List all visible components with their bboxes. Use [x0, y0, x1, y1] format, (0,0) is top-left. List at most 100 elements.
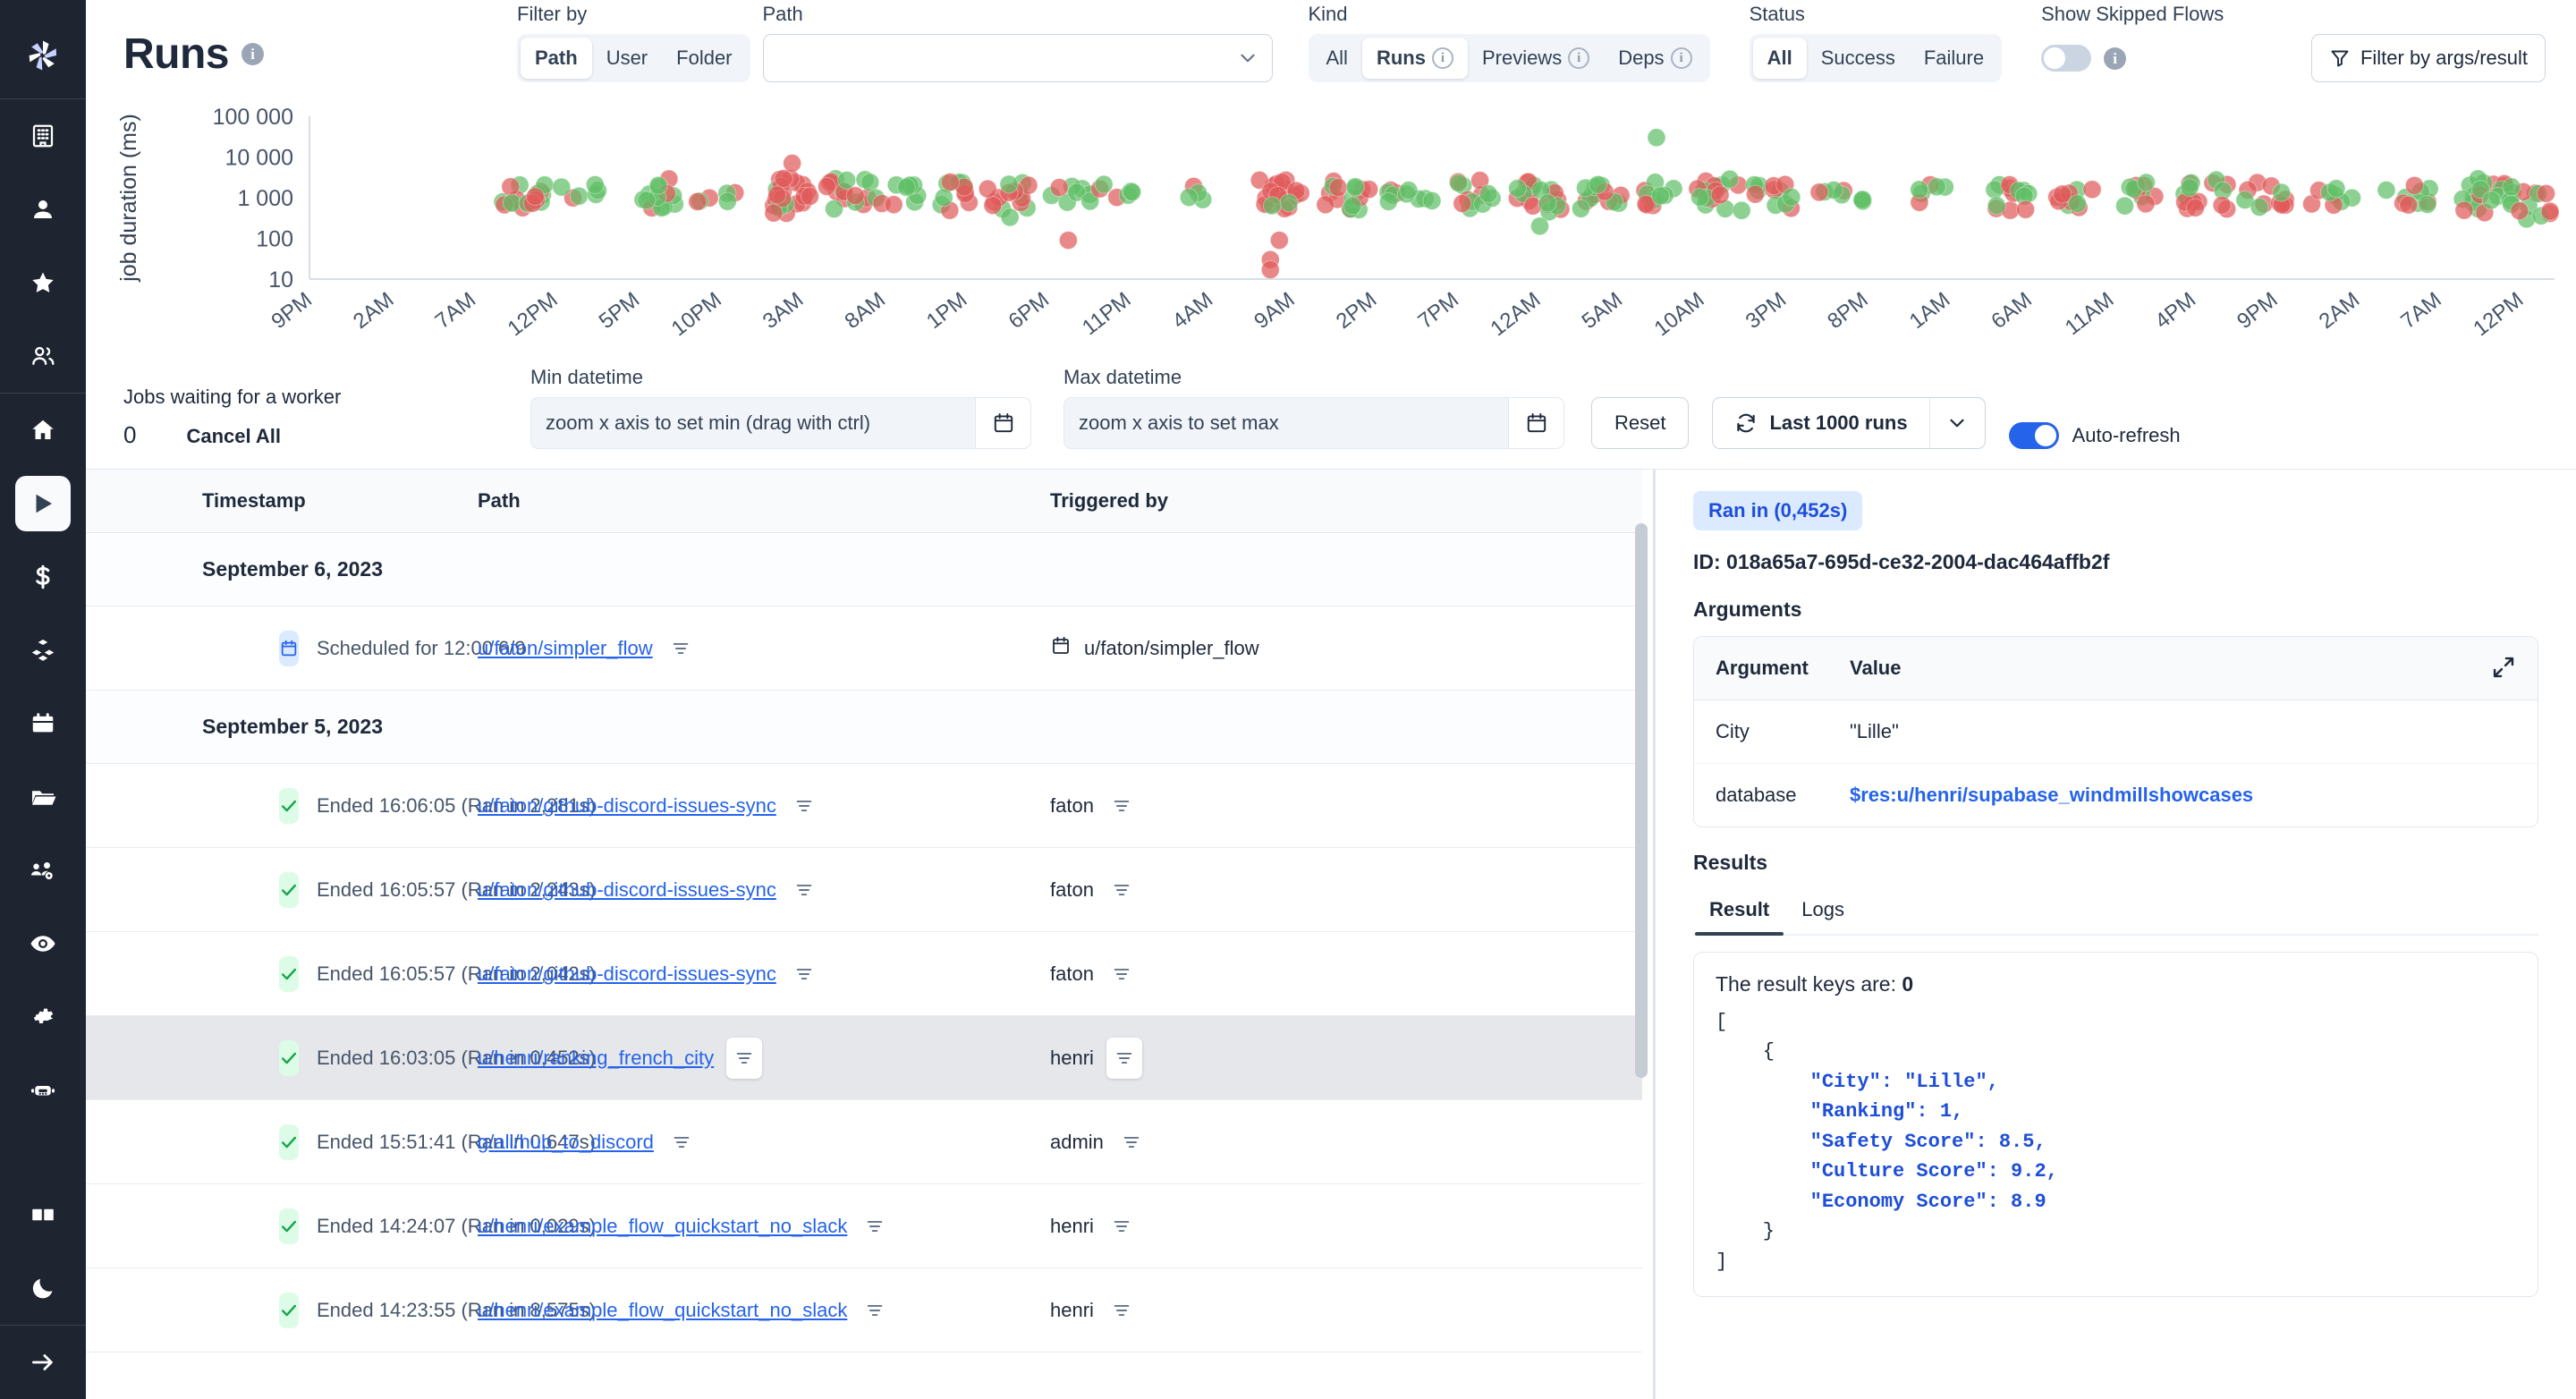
path-link[interactable]: u/henri/example_flow_quickstart_no_slack	[478, 1298, 848, 1321]
kind-previews-button[interactable]: Previews i	[1468, 38, 1604, 79]
arguments-row: City "Lille"	[1694, 700, 2538, 764]
sidebar-item-dark-mode[interactable]	[15, 1260, 71, 1316]
path-filter-icon[interactable]	[789, 959, 819, 989]
kind-runs-info-icon[interactable]: i	[1431, 47, 1453, 69]
runs-count-chevron-down-icon[interactable]	[1928, 398, 1985, 448]
path-filter-icon[interactable]	[789, 875, 819, 905]
path-filter-icon[interactable]	[860, 1211, 890, 1242]
runs-count-label-wrap[interactable]: Last 1000 runs	[1713, 411, 1928, 435]
reset-button[interactable]: Reset	[1591, 397, 1690, 449]
job-duration-scatter-chart[interactable]: 10 100 1 000 10 000 100 000 job duration (ms)…	[86, 102, 2576, 361]
path-link[interactable]: u/faton/simpler_flow	[478, 636, 653, 659]
max-datetime-input[interactable]: zoom x axis to set max	[1063, 397, 1564, 449]
filter-by-user-button[interactable]: User	[606, 47, 648, 69]
user-filter-icon[interactable]	[1106, 875, 1137, 905]
sidebar-item-runs[interactable]	[15, 476, 71, 531]
kind-deps-button[interactable]: Deps i	[1604, 38, 1706, 79]
run-detail-panel: Ran in (0,452s) ID: 018a65a7-695d-ce32-2…	[1656, 470, 2576, 1399]
user-filter-icon[interactable]	[1106, 1295, 1137, 1326]
svg-text:job duration (ms): job duration (ms)	[116, 114, 141, 283]
filter-by-args-result-button[interactable]: Filter by args/result	[2310, 34, 2546, 82]
chart-svg[interactable]: 10 100 1 000 10 000 100 000 job duration (ms)…	[86, 102, 2576, 361]
filter-by-folder-button[interactable]: Folder	[676, 47, 733, 69]
windmill-logo[interactable]	[0, 13, 86, 98]
result-keys-prefix: The result keys are:	[1716, 972, 1902, 996]
path-link[interactable]: g/all/hub_to_discord	[478, 1130, 654, 1153]
table-row[interactable]: Ended 14:23:55 (Ran in 8,575s) u/henri/ex…	[86, 1268, 1642, 1352]
sidebar-item-docs[interactable]	[15, 1187, 71, 1242]
path-filter-icon[interactable]	[665, 633, 696, 664]
results-title: Results	[1693, 851, 1768, 874]
path-link[interactable]: u/henri/example_flow_quickstart_no_slack	[478, 1214, 848, 1237]
show-skipped-info-icon[interactable]: i	[2104, 47, 2127, 70]
table-row[interactable]: Scheduled for 12:00 6/9 u/faton/simpler_f…	[86, 606, 1642, 691]
sidebar-item-favorites[interactable]	[15, 255, 71, 310]
expand-icon[interactable]	[2491, 655, 2516, 684]
path-link[interactable]: u/faton/github-discord-issues-sync	[478, 962, 776, 985]
sidebar-item-groups[interactable]	[15, 843, 71, 898]
sidebar-item-user[interactable]	[15, 182, 71, 237]
svg-text:9AM: 9AM	[1250, 287, 1300, 334]
cancel-all-button[interactable]: Cancel All	[186, 425, 282, 447]
runs-count-dropdown[interactable]: Last 1000 runs	[1712, 397, 1986, 449]
min-datetime-input[interactable]: zoom x axis to set min (drag with ctrl)	[530, 397, 1031, 449]
auto-refresh-toggle[interactable]	[2008, 422, 2059, 449]
sidebar-item-settings[interactable]	[15, 989, 71, 1045]
kind-runs-button[interactable]: Runs i	[1361, 38, 1468, 79]
cell-triggered-by: henri	[1034, 1015, 1642, 1100]
page-info-icon[interactable]: i	[242, 43, 264, 65]
user-filter-icon[interactable]	[1106, 1211, 1137, 1242]
path-link[interactable]: u/faton/github-discord-issues-sync	[478, 793, 776, 817]
table-row[interactable]: Ended 14:24:07 (Ran in 0,029s) u/henri/ex…	[86, 1183, 1642, 1268]
sidebar-item-resources[interactable]	[15, 623, 71, 678]
result-keys-line: The result keys are: 0	[1716, 972, 2516, 996]
col-header-timestamp[interactable]: Timestamp	[86, 470, 462, 533]
kind-previews-info-icon[interactable]: i	[1568, 47, 1590, 69]
path-link[interactable]: u/henri/ranking_french_city	[478, 1046, 715, 1069]
show-skipped-toggle[interactable]	[2041, 45, 2092, 72]
path-link[interactable]: u/faton/github-discord-issues-sync	[478, 878, 776, 901]
panel-split-handle[interactable]	[1653, 470, 1656, 1399]
table-row[interactable]: Ended 16:05:57 (Ran in 2,042s) u/faton/gi…	[86, 931, 1642, 1016]
argument-value-link[interactable]: $res:u/henri/supabase_windmillshowcases	[1850, 784, 2254, 806]
col-header-path[interactable]: Path	[462, 470, 1034, 533]
sidebar-item-members[interactable]	[15, 328, 71, 384]
status-failure-button[interactable]: Failure	[1923, 47, 1985, 69]
status-success-button[interactable]: Success	[1820, 47, 1895, 69]
sidebar-item-workers[interactable]	[15, 1063, 71, 1118]
sidebar-item-schedules[interactable]	[15, 696, 71, 751]
sidebar-item-home[interactable]	[15, 403, 71, 458]
table-row[interactable]: Ended 16:06:05 (Ran in 2,281s) u/faton/gi…	[86, 763, 1642, 848]
sidebar-item-usage[interactable]	[15, 549, 71, 605]
timestamp-text: Ended 14:24:07 (Ran in 0,029s)	[317, 1214, 596, 1237]
max-datetime-calendar-icon[interactable]	[1508, 398, 1563, 448]
user-filter-icon[interactable]	[1116, 1127, 1147, 1157]
min-datetime-calendar-icon[interactable]	[975, 398, 1030, 448]
path-filter-icon[interactable]	[860, 1295, 890, 1326]
path-filter-icon[interactable]	[666, 1127, 697, 1157]
table-row[interactable]: Ended 15:51:41 (Ran in 0,647s) g/all/hub_…	[86, 1099, 1642, 1184]
table-row[interactable]: Ended 16:05:57 (Ran in 2,243s) u/faton/gi…	[86, 847, 1642, 932]
user-filter-icon[interactable]	[1106, 959, 1137, 989]
table-scrollbar[interactable]	[1635, 523, 1648, 1078]
tab-logs[interactable]: Logs	[1801, 898, 1844, 920]
sidebar-item-workspace[interactable]	[15, 108, 71, 164]
path-filter-icon[interactable]	[726, 1037, 763, 1079]
sidebar-item-folders[interactable]	[15, 769, 71, 825]
kind-all-button[interactable]: All	[1312, 38, 1362, 79]
kind-deps-info-icon[interactable]: i	[1670, 47, 1692, 69]
tab-result[interactable]: Result	[1693, 887, 1785, 936]
user-filter-icon[interactable]	[1106, 1037, 1142, 1079]
filter-by-path-button[interactable]: Path	[521, 38, 592, 79]
sidebar-item-audit-logs[interactable]	[15, 916, 71, 971]
col-header-triggered-by[interactable]: Triggered by	[1034, 470, 1642, 533]
status-all-button[interactable]: All	[1752, 38, 1807, 79]
sidebar-item-expand[interactable]	[15, 1335, 71, 1390]
table-row[interactable]: Ended 16:03:05 (Ran in 0,452s) u/henri/ra…	[86, 1015, 1642, 1100]
user-filter-icon[interactable]	[1106, 791, 1137, 821]
main-area: Runs i Filter by Path User Folder Path K…	[86, 0, 2576, 1399]
cell-triggered-by: faton	[1034, 847, 1642, 932]
path-filter-icon[interactable]	[789, 791, 819, 821]
path-select[interactable]	[762, 34, 1273, 82]
